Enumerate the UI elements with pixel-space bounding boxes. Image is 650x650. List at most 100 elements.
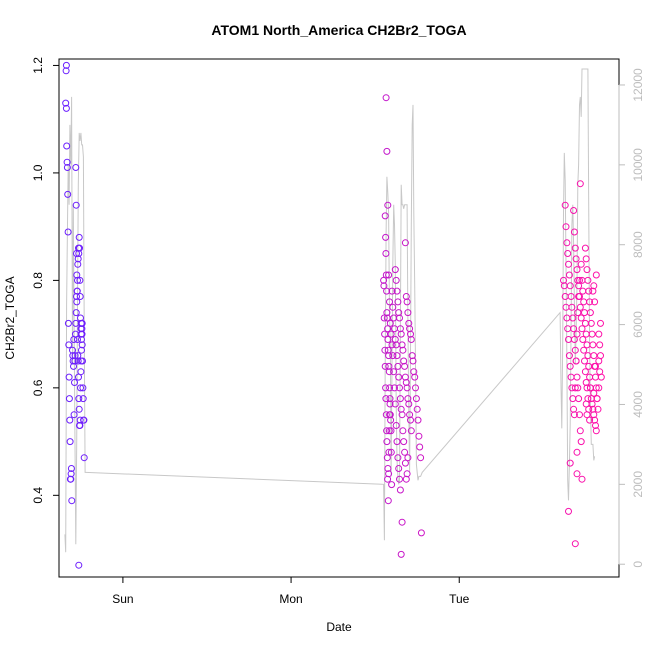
data-point [565, 352, 573, 360]
data-point [577, 438, 585, 446]
data-point [381, 212, 389, 220]
data-point [565, 260, 572, 268]
data-point [582, 400, 590, 408]
data-point [71, 352, 79, 360]
data-point [574, 276, 582, 284]
data-point [402, 379, 410, 386]
data-point [596, 341, 604, 349]
data-point [393, 352, 401, 360]
data-point [416, 443, 424, 451]
data-point [582, 379, 590, 386]
data-point [387, 427, 395, 435]
data-point [80, 416, 88, 424]
data-point [586, 384, 594, 392]
data-point [396, 395, 404, 403]
data-point [566, 362, 574, 370]
y-tick-label: 0.4 [31, 487, 45, 504]
data-point [400, 438, 408, 446]
data-point [387, 416, 395, 424]
data-point [567, 293, 575, 300]
data-point [571, 540, 579, 548]
data-point [383, 438, 391, 446]
data-point [565, 507, 572, 515]
data-point [573, 373, 581, 381]
data-point [408, 352, 416, 360]
data-point [385, 368, 393, 376]
data-point [407, 416, 414, 424]
data-point [570, 325, 578, 333]
data-point [64, 319, 72, 327]
data-point [589, 287, 597, 295]
data-point [405, 400, 413, 408]
data-point [570, 405, 578, 413]
data-point [394, 454, 402, 462]
data-point [78, 341, 86, 349]
data-point [383, 427, 391, 435]
data-point [380, 314, 388, 322]
x-axis: Sun Mon Tue [112, 576, 470, 606]
right-tick-label: 10000 [631, 148, 645, 182]
data-point [392, 276, 400, 284]
data-point [595, 357, 603, 365]
data-point [384, 336, 392, 343]
data-point [581, 309, 588, 317]
data-point [592, 422, 599, 429]
data-point [67, 465, 75, 472]
data-point [62, 99, 70, 107]
data-point [578, 325, 586, 333]
data-point [386, 384, 394, 392]
data-point [583, 266, 591, 274]
data-point [582, 255, 590, 263]
data-point [563, 239, 571, 247]
data-point [70, 411, 78, 419]
data-point [65, 373, 73, 381]
data-point [590, 282, 598, 290]
data-point [383, 309, 391, 317]
data-point [571, 346, 579, 354]
data-point [76, 422, 84, 429]
data-point [586, 416, 594, 424]
data-point [592, 373, 599, 381]
data-point [399, 346, 407, 354]
data-point [595, 330, 603, 338]
data-point [71, 379, 78, 386]
data-point [389, 352, 397, 360]
data-point [597, 319, 604, 327]
data-point [80, 454, 88, 462]
data-point [65, 341, 73, 349]
data-point [407, 330, 414, 338]
data-point [73, 293, 80, 300]
line-series [64, 68, 596, 553]
data-point [389, 303, 397, 311]
data-point [587, 319, 595, 327]
data-point [75, 395, 83, 403]
data-point [65, 395, 73, 403]
data-point [69, 346, 76, 354]
data-point [586, 298, 594, 306]
data-point [581, 357, 588, 365]
data-point [66, 438, 74, 446]
data-point [386, 395, 394, 403]
data-point [585, 362, 593, 370]
data-point [583, 411, 591, 419]
data-point [417, 529, 425, 537]
data-point [396, 325, 404, 333]
data-point [581, 244, 589, 252]
data-point [583, 384, 591, 392]
data-point [417, 454, 425, 462]
data-point [388, 287, 396, 295]
data-point [576, 411, 583, 419]
right-tick-label: 2000 [631, 471, 645, 498]
data-point [590, 352, 598, 360]
data-point [575, 282, 583, 290]
data-point [73, 271, 81, 279]
data-point [382, 411, 390, 419]
data-point [75, 233, 83, 241]
data-point [381, 346, 389, 354]
data-point [412, 384, 419, 392]
data-point [415, 432, 423, 440]
data-point [592, 271, 600, 279]
plot-frame [58, 58, 620, 578]
data-point [383, 147, 391, 155]
data-point [385, 362, 393, 370]
